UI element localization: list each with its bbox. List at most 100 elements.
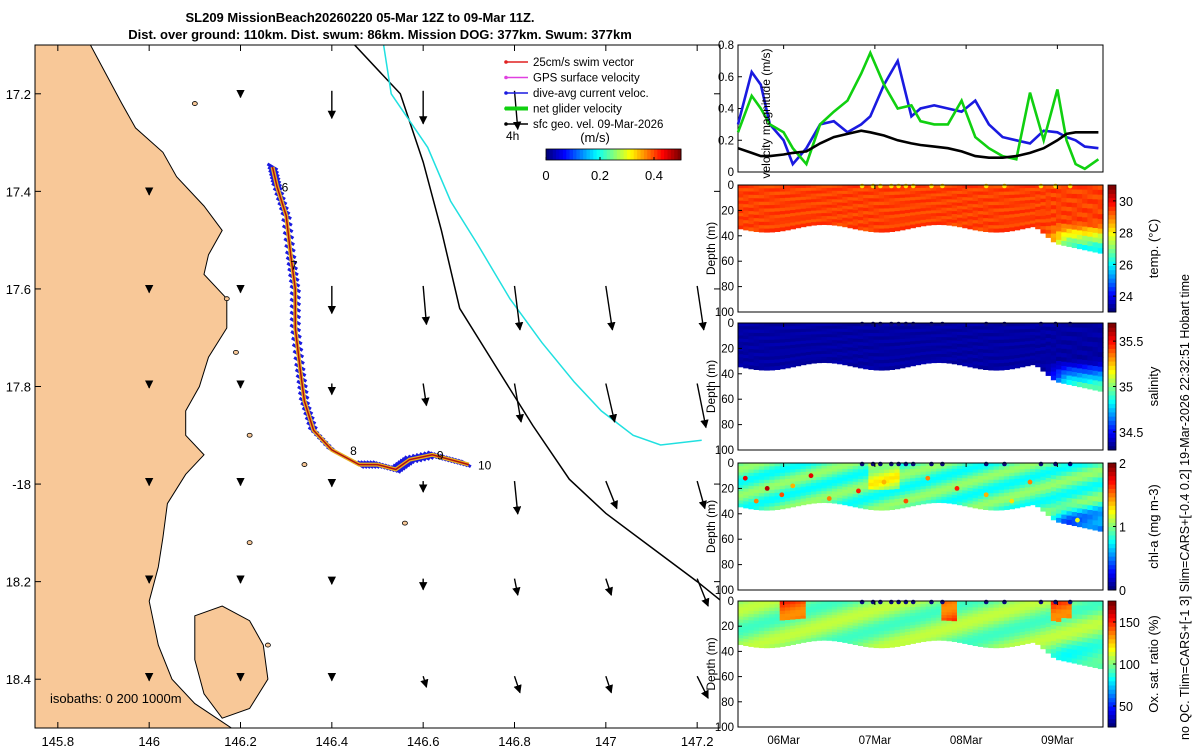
heatmap-cell (837, 340, 843, 344)
heatmap-cell (946, 199, 953, 203)
heatmap-cell (784, 207, 791, 212)
surfacing-marker (896, 461, 901, 467)
heatmap-cell (743, 629, 750, 634)
heatmap-cell (1045, 496, 1052, 501)
heatmap-cell (816, 474, 823, 478)
heatmap-cell (1076, 327, 1083, 333)
heatmap-cell (988, 333, 995, 337)
surfacing-marker (1038, 461, 1044, 467)
heatmap-cell (1076, 239, 1083, 245)
heatmap-cell (957, 501, 963, 506)
heatmap-cell (977, 365, 984, 370)
heatmap-cell (889, 214, 896, 219)
heatmap-cell (1076, 221, 1083, 227)
heatmap-cell (847, 206, 854, 210)
chla-hotspot (742, 475, 748, 481)
heatmap-cell (1035, 466, 1042, 470)
heatmap-cell (878, 353, 885, 358)
heatmap-cell (753, 329, 760, 334)
island-3 (233, 349, 239, 355)
heatmap-colorbar-segment (1108, 475, 1116, 481)
heatmap-cell (878, 359, 885, 364)
heatmap-cell (988, 496, 995, 501)
heatmap-cell (988, 489, 995, 494)
heatmap-cell (1014, 642, 1021, 646)
heatmap-cell (957, 331, 963, 336)
heatmap-ylabel-chla: Depth (m) (704, 500, 718, 553)
heatmap-cell (743, 488, 750, 493)
heatmap-cell (915, 601, 922, 605)
heatmap-cell (743, 632, 750, 637)
heatmap-cell (805, 463, 812, 467)
heatmap-cell (899, 191, 906, 196)
heatmap-cell (904, 487, 911, 492)
heatmap-cell (998, 329, 1005, 334)
heatmap-cell (899, 642, 906, 646)
heatmap-cell (748, 639, 755, 644)
heatmap-cell (878, 630, 885, 635)
heatmap-cell (1024, 478, 1031, 482)
heatmap-cell (904, 472, 911, 477)
heatmap-cell (962, 634, 969, 638)
heatmap-cell (764, 349, 770, 354)
heatmap-cell (837, 500, 843, 505)
heatmap-cell (863, 617, 869, 622)
heatmap-cell (842, 208, 849, 213)
heatmap-cell (957, 208, 963, 213)
heatmap-colorbar-segment (1108, 223, 1116, 228)
heatmap-cell (873, 363, 880, 368)
heatmap-cell (1097, 663, 1104, 670)
heatmap-cell (878, 225, 885, 230)
heatmap-cell (889, 224, 896, 229)
heatmap-cell (1056, 327, 1062, 333)
heatmap-cell (837, 629, 843, 634)
heatmap-cell (842, 627, 849, 632)
heatmap-cell (738, 216, 744, 220)
date-tick-label-0: 06Mar (767, 735, 800, 747)
heatmap-cell (753, 342, 760, 347)
heatmap-cell (1009, 191, 1015, 196)
heatmap-cell (852, 209, 859, 214)
heatmap-cell (889, 218, 896, 223)
heatmap-cell (941, 626, 948, 630)
heatmap-cell (795, 499, 802, 504)
heatmap-colorbar-segment (1108, 373, 1116, 379)
heatmap-cell (758, 617, 765, 622)
heatmap-cell (821, 612, 828, 616)
heatmap-cell (1097, 501, 1104, 508)
heatmap-cell (925, 606, 932, 611)
heatmap-cell (899, 361, 906, 366)
heatmap-cell (1076, 225, 1083, 231)
heatmap-cell (889, 499, 896, 504)
heatmap-cell (910, 356, 916, 361)
heatmap-cell (899, 348, 906, 353)
heatmap-cell (988, 349, 995, 354)
heatmap-cell (1066, 609, 1073, 615)
heatmap-cell (930, 204, 937, 209)
colorbar-segment (562, 149, 567, 160)
heatmap-cell (1056, 344, 1062, 349)
heatmap-cell (1003, 332, 1010, 337)
heatmap-colorbar-segment (1108, 630, 1116, 636)
heatmap-cell (769, 493, 776, 498)
heatmap-cell (1019, 200, 1026, 205)
surfacing-marker (903, 321, 909, 327)
heatmap-cell (998, 208, 1005, 213)
heatmap-cell (800, 495, 807, 500)
heatmap-cell (837, 486, 843, 490)
heatmap-cell (878, 499, 885, 504)
heatmap-cell (1040, 634, 1047, 639)
heatmap-cell (816, 323, 823, 327)
heatmap-cell (988, 363, 995, 368)
heatmap-cell (878, 221, 885, 226)
heatmap-cell (784, 210, 791, 215)
heatmap-cell (1019, 225, 1026, 230)
heatmap-cell (769, 617, 776, 622)
heatmap-cell (904, 619, 911, 624)
heatmap-cell (920, 609, 927, 614)
heatmap-cell (941, 201, 948, 206)
heatmap-cell (951, 632, 958, 637)
heatmap-cell (743, 466, 750, 470)
heatmap-cell (847, 341, 854, 345)
surfacing-marker (910, 599, 916, 605)
